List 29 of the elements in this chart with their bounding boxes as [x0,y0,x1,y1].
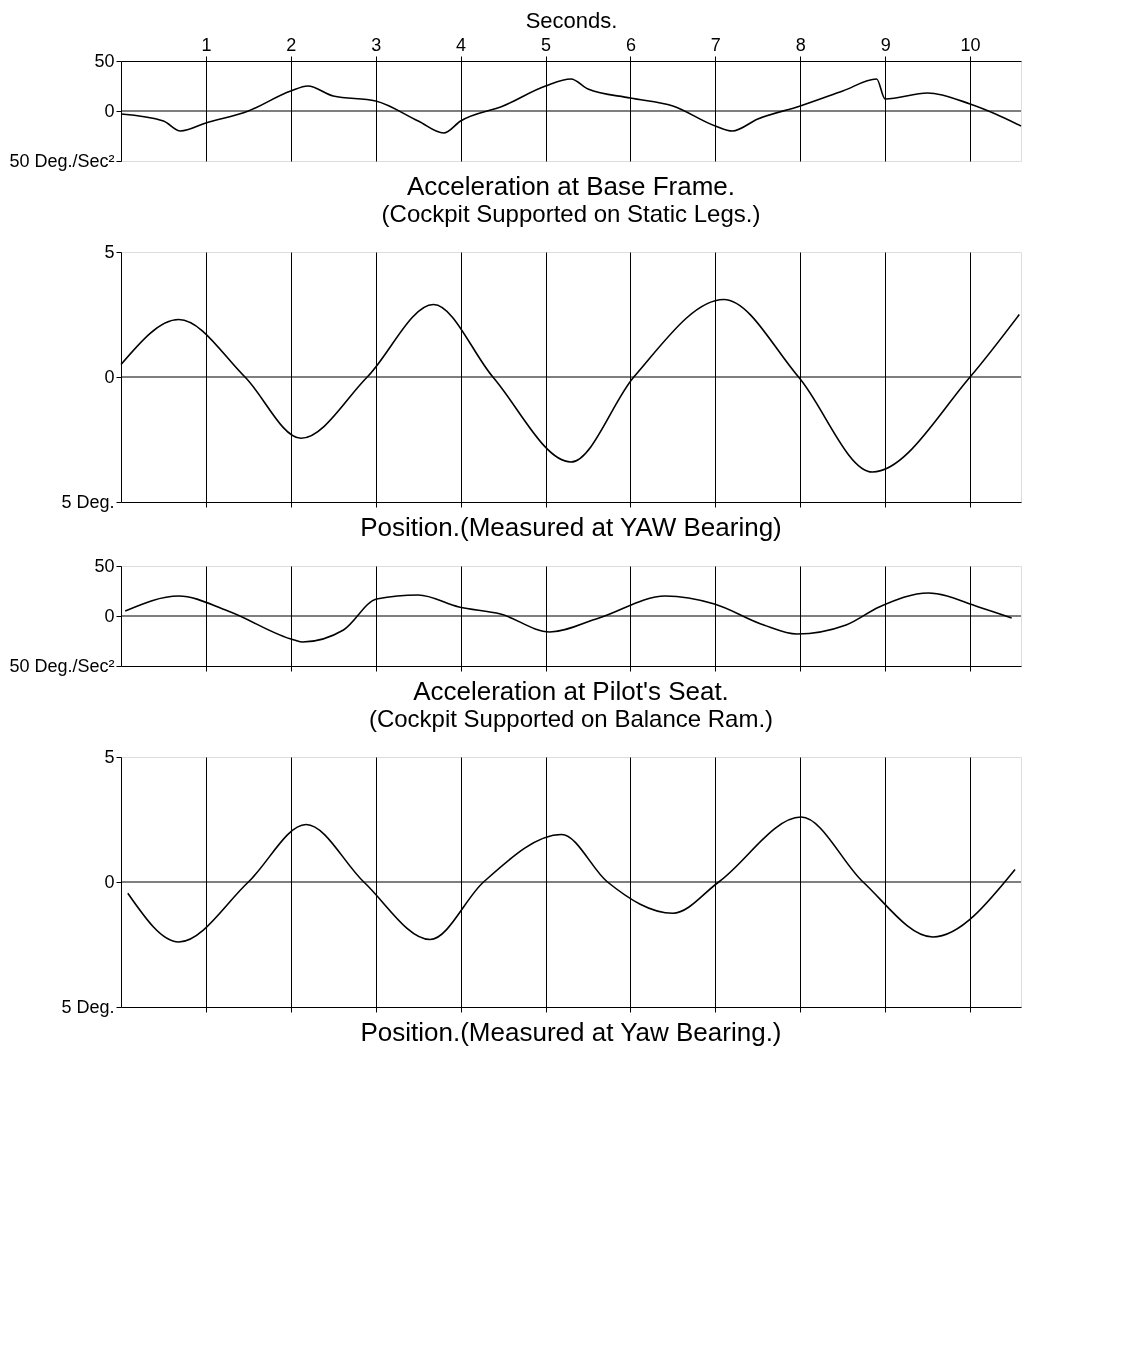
text: (Cockpit Supported on Static Legs.) [381,200,761,227]
y-tick-label: 5 Deg. [61,996,115,1017]
x-tick-label: 8 [795,34,806,55]
text: (Cockpit Supported on Balance Ram.) [368,705,774,732]
x-tick-label: 4 [456,34,467,55]
y-tick-label: 5 [104,746,115,767]
y-tick-label: 50 Deg./Sec² [9,655,115,676]
x-tick-label: 7 [710,34,721,55]
y-tick-label: 0 [104,366,115,387]
y-tick-label: 50 [94,555,115,576]
x-tick-label: 5 [541,34,552,55]
y-tick-label: 0 [104,871,115,892]
y-tick-label: 0 [104,605,115,626]
x-tick-label: 1 [201,34,212,55]
y-tick-label: 5 [104,241,115,262]
x-tick-label: 10 [960,34,981,55]
x-tick-label: 6 [625,34,636,55]
text: Position.(Measured at YAW Bearing) [360,512,782,542]
x-axis-title: Seconds. [525,7,618,33]
x-tick-label: 3 [371,34,382,55]
text: Position.(Measured at Yaw Bearing.) [360,1017,782,1047]
text: Acceleration at Base Frame. [406,171,736,201]
text: Acceleration at Pilot's Seat. [413,676,729,706]
x-tick-label: 9 [880,34,891,55]
y-tick-label: 5 Deg. [61,491,115,512]
y-tick-label: 0 [104,100,115,121]
x-tick-label: 2 [286,34,297,55]
y-tick-label: 50 Deg./Sec² [9,150,115,171]
y-tick-label: 50 [94,50,115,71]
